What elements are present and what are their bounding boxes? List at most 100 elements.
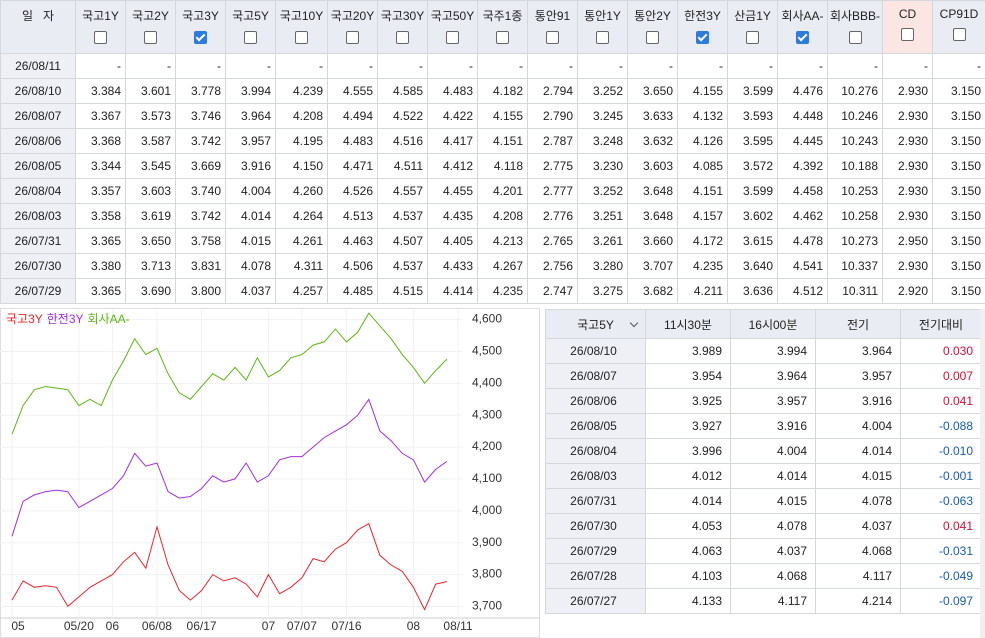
date-cell: 26/08/04 [545, 438, 646, 464]
rate-cell: - [527, 53, 578, 79]
rate-cell: 3.632 [627, 128, 678, 154]
checkbox[interactable] [746, 31, 759, 44]
rate-cell: 3.682 [627, 278, 678, 304]
column-label: 한전3Y [684, 9, 721, 23]
rate-cell: 3.690 [125, 278, 176, 304]
checkbox[interactable] [94, 31, 107, 44]
rate-cell: 3.746 [175, 103, 226, 129]
rate-cell: 2.787 [527, 128, 578, 154]
rate-cell: 3.150 [932, 78, 985, 104]
rate-cell: 4.078 [815, 488, 901, 514]
rate-cell: 10.246 [827, 103, 883, 129]
rate-cell: - [377, 53, 428, 79]
rate-cell: 4.537 [377, 253, 428, 279]
side-table: 국고5Y 11시30분 16시00분 전기 전기대비 26/08/10 3.989 3.994… [545, 309, 982, 614]
legend-entry: 회사AA- [88, 312, 130, 326]
checkbox[interactable] [596, 31, 609, 44]
checkbox[interactable] [194, 31, 207, 44]
x-tick-label: 05 [11, 619, 25, 633]
change-cell: -0.063 [900, 488, 982, 514]
date-cell: 26/07/29 [0, 278, 76, 304]
rate-cell: 4.261 [275, 228, 328, 254]
legend-entry: 한전3Y [47, 312, 84, 326]
checkbox[interactable] [952, 28, 966, 41]
rate-cell: 4.004 [730, 438, 816, 464]
checkbox[interactable] [696, 31, 709, 44]
rate-cell: 3.150 [932, 128, 985, 154]
rate-cell: - [777, 53, 828, 79]
checkbox[interactable] [646, 31, 659, 44]
checkbox[interactable] [446, 31, 459, 44]
date-cell: 26/08/11 [0, 53, 76, 79]
rate-cell: 4.155 [477, 103, 528, 129]
rate-cell: - [427, 53, 478, 79]
rate-cell: 10.337 [827, 253, 883, 279]
rate-cell: 3.150 [932, 228, 985, 254]
rate-cell: 3.602 [727, 203, 778, 229]
rate-cell: - [932, 53, 985, 79]
rate-cell: 4.414 [427, 278, 478, 304]
y-tick-label: 3,800 [472, 567, 502, 581]
data-row: 26/08/06 3.368 3.587 3.742 3.957 4.195 4.483 4.… [0, 128, 985, 154]
rate-cell: 10.188 [827, 153, 883, 179]
column-header: 통안2Y [627, 0, 678, 54]
rate-cell: 4.483 [427, 78, 478, 104]
column-header: 국고1Y [75, 0, 126, 54]
change-cell: 0.030 [900, 338, 982, 364]
checkbox[interactable] [901, 28, 914, 41]
column-header: 11시30분 [645, 309, 731, 339]
checkbox[interactable] [144, 31, 157, 44]
rate-cell: 4.526 [327, 178, 378, 204]
checkbox[interactable] [295, 31, 308, 44]
rate-cell: 4.015 [815, 463, 901, 489]
rate-cell: - [327, 53, 378, 79]
rate-cell: 4.311 [275, 253, 328, 279]
rate-cell: 4.117 [815, 563, 901, 589]
x-tick-label: 07 [262, 619, 276, 633]
rate-cell: 3.758 [175, 228, 226, 254]
rate-cell: 4.476 [777, 78, 828, 104]
column-header: CD [882, 0, 933, 54]
rate-cell: 3.633 [627, 103, 678, 129]
checkbox[interactable] [244, 31, 257, 44]
rate-cell: - [225, 53, 276, 79]
rate-cell: 3.957 [225, 128, 276, 154]
column-label: 회사BBB- [829, 9, 881, 23]
checkbox[interactable] [396, 31, 409, 44]
series-line [11, 398, 448, 537]
rate-cell: 4.494 [327, 103, 378, 129]
date-cell: 26/08/03 [545, 463, 646, 489]
checkbox[interactable] [546, 31, 559, 44]
rate-cell: 3.954 [645, 363, 731, 389]
rate-cell: 3.660 [627, 228, 678, 254]
date-cell: 26/08/05 [545, 413, 646, 439]
data-row: 26/08/07 3.954 3.964 3.957 0.007 [545, 363, 982, 389]
data-row: 26/07/28 4.103 4.068 4.117 -0.049 [545, 563, 982, 589]
rate-cell: 3.916 [815, 388, 901, 414]
rate-cell: 3.344 [75, 153, 126, 179]
rate-cell: 2.950 [882, 228, 933, 254]
checkbox[interactable] [796, 31, 809, 44]
rate-cell: 4.516 [377, 128, 428, 154]
rate-cell: 4.195 [275, 128, 328, 154]
checkbox[interactable] [496, 31, 509, 44]
scrollbar[interactable] [980, 309, 985, 638]
rate-cell: 3.545 [125, 153, 176, 179]
rate-cell: 4.417 [427, 128, 478, 154]
column-label: 국고1Y [82, 9, 119, 23]
rate-cell: 3.707 [627, 253, 678, 279]
date-cell: 26/07/30 [0, 253, 76, 279]
rate-cell: 3.916 [730, 413, 816, 439]
date-cell: 26/08/07 [545, 363, 646, 389]
data-row: 26/07/27 4.133 4.117 4.214 -0.097 [545, 588, 982, 614]
checkbox[interactable] [848, 31, 862, 44]
date-cell: 26/07/27 [545, 588, 646, 614]
rate-cell: 3.150 [932, 253, 985, 279]
checkbox[interactable] [346, 31, 359, 44]
series-select[interactable]: 국고5Y [545, 309, 646, 339]
rate-cell: 3.964 [815, 338, 901, 364]
rate-cell: 4.462 [777, 203, 828, 229]
rate-cell: 4.182 [477, 78, 528, 104]
rate-cell: 3.964 [225, 103, 276, 129]
y-tick-label: 4,500 [472, 344, 502, 358]
